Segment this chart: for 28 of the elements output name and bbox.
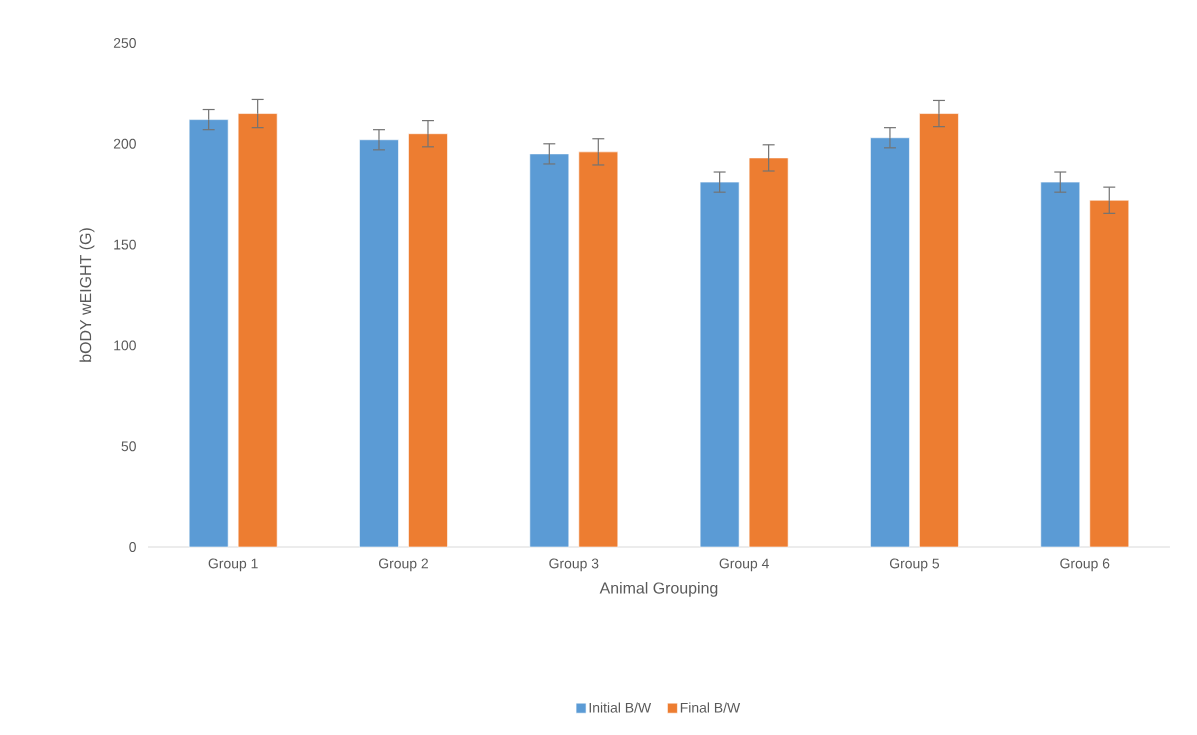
legend-label: Initial B/W bbox=[589, 702, 652, 713]
bar bbox=[699, 181, 740, 548]
y-tick-label: 200 bbox=[113, 138, 136, 149]
bar bbox=[919, 113, 959, 548]
bar bbox=[1040, 181, 1081, 548]
bar bbox=[408, 133, 448, 548]
bar bbox=[188, 119, 229, 548]
y-tick-label: 0 bbox=[129, 542, 136, 552]
y-tick-label: 100 bbox=[114, 340, 136, 351]
x-axis-title: Animal Grouping bbox=[599, 582, 718, 597]
bar bbox=[359, 139, 399, 548]
bar bbox=[578, 151, 619, 548]
y-tick-label: 50 bbox=[121, 441, 136, 452]
y-axis-title: bODY wEIGHT (G) bbox=[79, 228, 95, 362]
x-tick-label: Group 1 bbox=[208, 558, 258, 572]
x-tick-label: Group 6 bbox=[1060, 558, 1110, 572]
bar bbox=[529, 153, 570, 548]
x-tick-label: Group 4 bbox=[719, 558, 769, 572]
bar bbox=[237, 113, 278, 548]
bar bbox=[1089, 199, 1130, 548]
bar bbox=[870, 137, 910, 548]
y-tick-label: 250 bbox=[113, 38, 136, 48]
bar bbox=[748, 157, 789, 548]
legend-label: Final B/W bbox=[680, 702, 741, 713]
y-tick-label: 150 bbox=[114, 239, 136, 250]
x-tick-label: Group 2 bbox=[378, 558, 428, 572]
x-tick-label: Group 5 bbox=[889, 558, 940, 572]
x-tick-label: Group 3 bbox=[549, 558, 599, 572]
